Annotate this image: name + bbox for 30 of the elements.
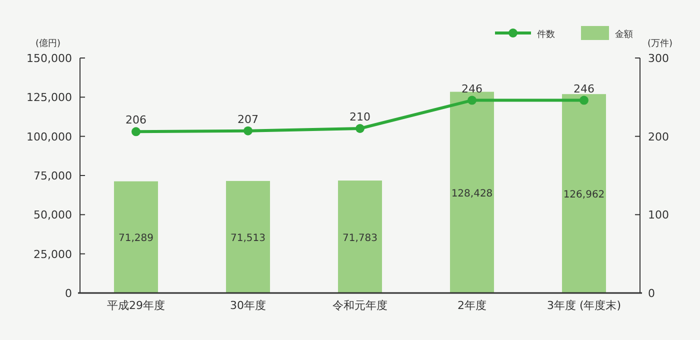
data-label: 210 [350, 110, 370, 124]
xtick: 令和元年度 [332, 299, 388, 312]
data-label: 206 [126, 114, 146, 127]
data-label: 246 [574, 82, 594, 96]
ytick: 50,000 [34, 208, 72, 222]
data-label: 71,289 [118, 233, 154, 244]
data-label: 207 [238, 112, 258, 126]
data-label: 71,513 [230, 232, 266, 244]
legend-label: 件数 [537, 30, 555, 40]
y2tick: 100 [648, 208, 669, 222]
y2tick: 200 [648, 130, 669, 144]
ytick: 25,000 [34, 248, 72, 261]
data-label: 128,428 [451, 188, 493, 200]
xtick: 平成29年度 [107, 299, 165, 312]
ytick: 150,000 [26, 52, 72, 65]
ytick: 75,000 [34, 170, 72, 182]
data-label: 126,962 [563, 190, 605, 201]
ylabel: (億円) [35, 39, 61, 49]
y2tick: 0 [648, 287, 655, 300]
data-label: 246 [462, 82, 482, 96]
xtick: 3年度 (年度末) [546, 299, 622, 312]
data-label: 71,783 [342, 232, 378, 244]
xtick: 2年度 [458, 299, 486, 312]
xtick: 30年度 [230, 299, 266, 312]
y2tick: 300 [648, 52, 669, 65]
legend-label: 金額 [615, 30, 633, 40]
ytick: 0 [65, 287, 72, 300]
ytick: 125,000 [26, 91, 72, 104]
y2label: (万件) [647, 39, 673, 49]
ytick: 100,000 [26, 130, 72, 144]
